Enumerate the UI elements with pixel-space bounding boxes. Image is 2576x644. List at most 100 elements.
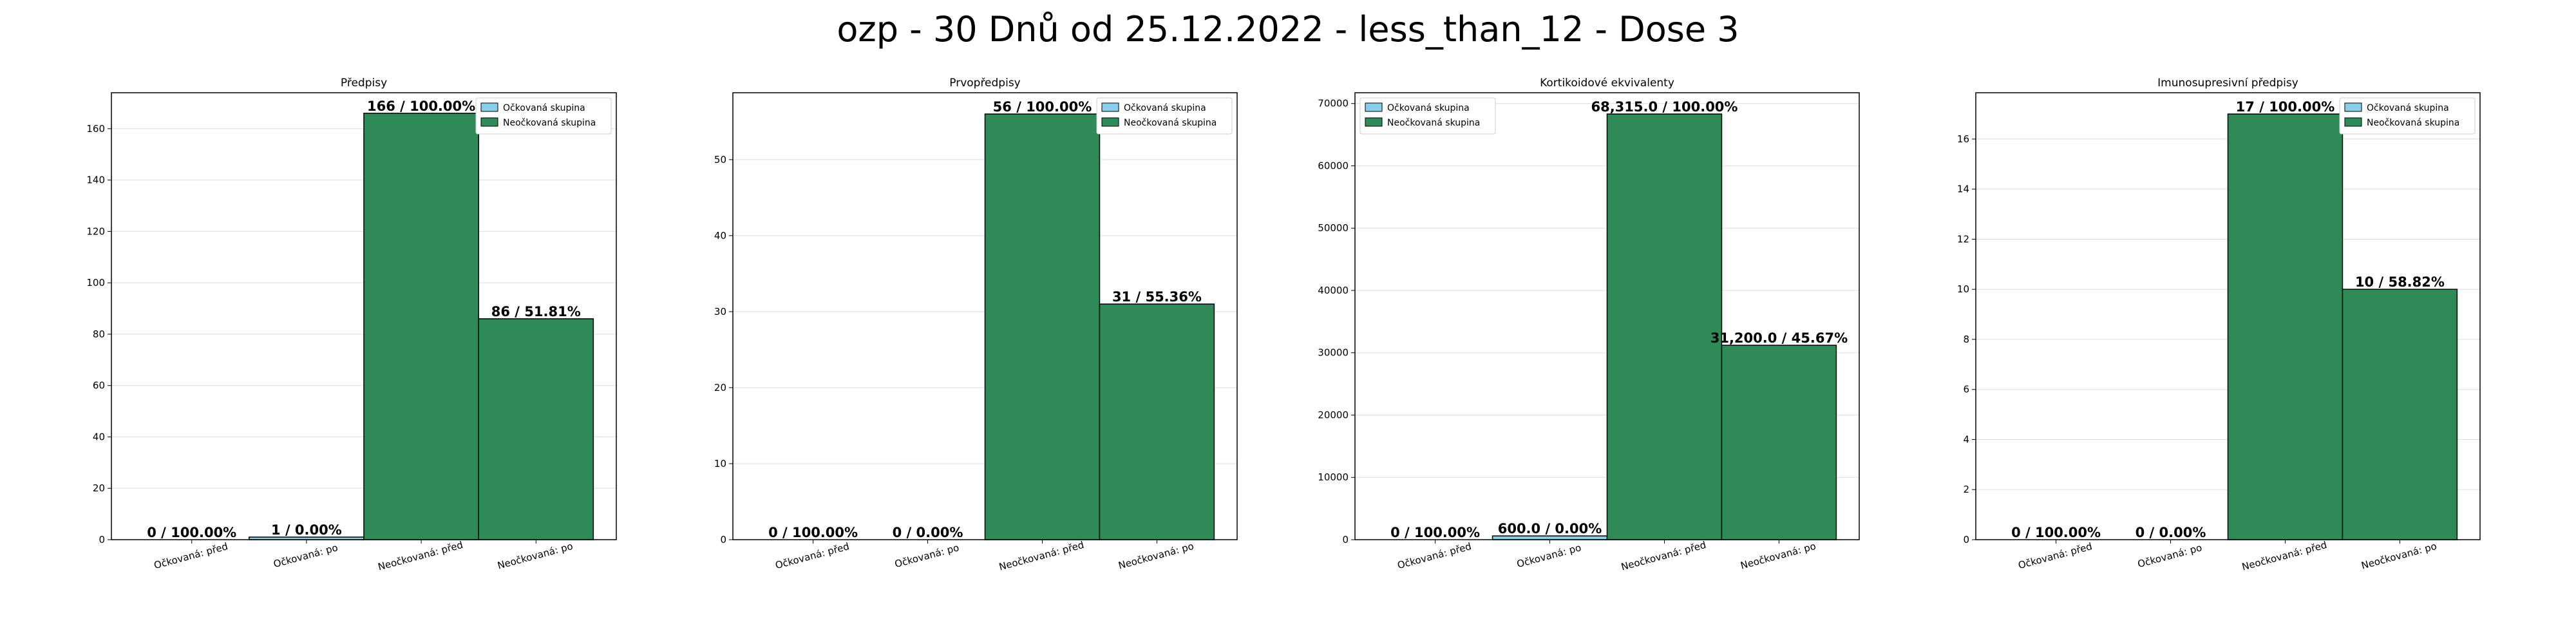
- data-label: 1 / 0.00%: [271, 522, 342, 538]
- y-tick-label: 60: [93, 380, 105, 392]
- data-label: 0 / 100.00%: [147, 525, 236, 540]
- legend-label: Neočkovaná skupina: [2367, 118, 2459, 128]
- y-tick-label: 30000: [1318, 347, 1349, 359]
- legend-swatch: [1365, 117, 1383, 127]
- data-label: 166 / 100.00%: [367, 99, 475, 114]
- legend-swatch: [2344, 117, 2362, 127]
- bar: [1721, 345, 1837, 540]
- x-tick-label: Očkovaná: po: [1515, 542, 1582, 570]
- data-label: 10 / 58.82%: [2355, 274, 2445, 290]
- y-tick-label: 20: [93, 482, 105, 494]
- x-tick-label: Očkovaná: před: [774, 540, 851, 571]
- y-tick-label: 8: [1963, 334, 1969, 345]
- data-label: 17 / 100.00%: [2236, 99, 2335, 115]
- x-tick-label: Očkovaná: po: [272, 542, 339, 570]
- y-tick-label: 20000: [1318, 409, 1349, 421]
- y-tick-label: 40: [714, 230, 726, 242]
- data-label: 0 / 0.00%: [893, 525, 963, 540]
- data-label: 31 / 55.36%: [1112, 289, 1202, 305]
- legend-label: Neočkovaná skupina: [503, 118, 596, 128]
- y-tick-label: 40: [93, 431, 105, 442]
- y-tick-label: 80: [93, 328, 105, 340]
- chart-panel-1: Předpisy 0 / 100.00%Očkovaná: před 1 / 0.0…: [86, 77, 617, 573]
- legend-swatch: [480, 117, 498, 127]
- x-tick-label: Neočkovaná: po: [1117, 540, 1195, 572]
- chart-title: Kortikoidové ekvivalenty: [1540, 77, 1674, 90]
- data-label: 0 / 0.00%: [2136, 525, 2206, 540]
- y-tick-label: 0: [1342, 534, 1349, 545]
- legend-box: [1359, 97, 1496, 135]
- legend-swatch: [1101, 117, 1119, 127]
- y-tick-label: 12: [1957, 233, 1969, 245]
- x-tick-label: Neočkovaná: před: [377, 539, 464, 573]
- bar: [2342, 289, 2458, 540]
- legend-label: Očkovaná skupina: [1124, 103, 1206, 113]
- x-tick-label: Neočkovaná: po: [2360, 540, 2438, 572]
- data-label: 56 / 100.00%: [993, 99, 1092, 115]
- data-label: 0 / 100.00%: [2011, 525, 2101, 540]
- y-tick-label: 40000: [1318, 285, 1349, 296]
- legend-swatch: [1101, 102, 1119, 112]
- chart-title: Prvopředpisy: [949, 77, 1021, 90]
- y-tick-label: 140: [86, 175, 105, 186]
- x-tick-label: Neočkovaná: před: [998, 539, 1085, 573]
- legend-box: [2339, 97, 2476, 135]
- y-tick-label: 4: [1963, 433, 1969, 445]
- bar: [363, 113, 479, 540]
- bar: [984, 113, 1101, 540]
- bar: [2227, 113, 2344, 540]
- y-tick-label: 16: [1957, 133, 1969, 145]
- y-tick-label: 50: [714, 154, 726, 166]
- y-tick-label: 10000: [1318, 471, 1349, 483]
- figure-title: ozp - 30 Dnů od 25.12.2022 - less_than_1…: [837, 9, 1739, 50]
- y-tick-label: 120: [86, 225, 105, 237]
- legend-label: Neočkovaná skupina: [1124, 118, 1217, 128]
- axes-frame: [1354, 92, 1860, 540]
- y-tick-label: 10: [714, 458, 726, 469]
- x-tick-label: Neočkovaná: před: [1620, 539, 1707, 573]
- y-tick-label: 14: [1957, 184, 1969, 195]
- bar: [1606, 113, 1723, 540]
- legend-swatch: [480, 102, 498, 112]
- y-tick-label: 60000: [1318, 160, 1349, 171]
- y-tick-label: 70000: [1318, 98, 1349, 109]
- x-tick-label: Neočkovaná: po: [1739, 540, 1817, 572]
- bar: [1099, 303, 1215, 540]
- y-tick-label: 100: [86, 277, 105, 289]
- axes-frame: [111, 92, 617, 540]
- legend-label: Očkovaná skupina: [2367, 103, 2449, 113]
- y-tick-label: 160: [86, 123, 105, 135]
- legend-swatch: [2344, 102, 2362, 112]
- chart-title: Imunosupresivní předpisy: [2157, 77, 2298, 90]
- chart-title: Předpisy: [341, 77, 387, 90]
- x-tick-label: Neočkovaná: před: [2240, 539, 2328, 573]
- y-tick-label: 0: [720, 534, 726, 545]
- x-tick-label: Očkovaná: po: [893, 542, 960, 570]
- data-label: 600.0 / 0.00%: [1498, 521, 1602, 536]
- data-label: 0 / 100.00%: [768, 525, 858, 540]
- y-tick-label: 0: [1963, 534, 1969, 545]
- legend-swatch: [1365, 102, 1383, 112]
- y-tick-label: 50000: [1318, 222, 1349, 234]
- y-tick-label: 2: [1963, 484, 1969, 495]
- y-tick-label: 6: [1963, 384, 1969, 395]
- x-tick-label: Očkovaná: po: [2136, 542, 2203, 570]
- y-tick-label: 0: [99, 534, 105, 545]
- x-tick-label: Neočkovaná: po: [496, 540, 574, 572]
- chart-panel-2: Prvopředpisy 0 / 100.00%Očkovaná: před 0 /…: [714, 77, 1238, 573]
- legend-box: [475, 97, 612, 135]
- y-tick-label: 30: [714, 306, 726, 317]
- axes-frame: [732, 92, 1238, 540]
- bar: [478, 318, 594, 540]
- legend-label: Očkovaná skupina: [503, 103, 585, 113]
- axes-frame: [1975, 92, 2481, 540]
- data-label: 86 / 51.81%: [491, 304, 581, 319]
- legend-label: Očkovaná skupina: [1387, 103, 1470, 113]
- x-tick-label: Očkovaná: před: [1396, 540, 1473, 571]
- y-tick-label: 10: [1957, 283, 1969, 295]
- data-label: 68,315.0 / 100.00%: [1591, 99, 1738, 115]
- x-tick-label: Očkovaná: před: [2017, 540, 2094, 571]
- y-tick-label: 20: [714, 382, 726, 393]
